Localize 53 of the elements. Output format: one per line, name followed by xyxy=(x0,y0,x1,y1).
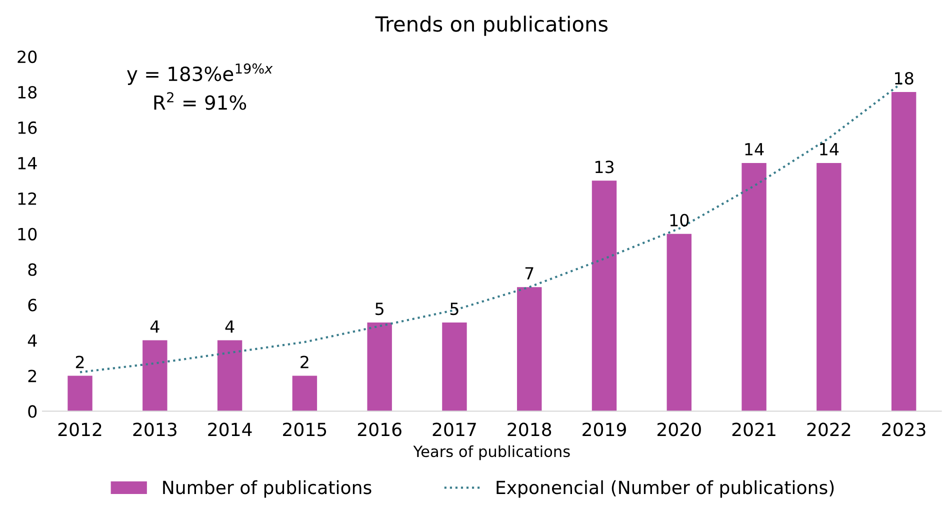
x-tick-label: 2012 xyxy=(58,422,102,436)
bar xyxy=(592,180,617,412)
bar xyxy=(442,322,467,412)
x-tick-label: 2021 xyxy=(732,422,776,436)
y-tick-label: 12 xyxy=(18,192,36,205)
x-tick-label: 2019 xyxy=(582,422,626,436)
y-tick-label: 10 xyxy=(18,228,37,240)
y-tick-label: 18 xyxy=(18,86,37,99)
bar xyxy=(367,322,392,412)
x-tick-label: 2017 xyxy=(432,422,476,436)
data-label: 10 xyxy=(670,214,689,226)
data-label: 7 xyxy=(525,267,534,280)
bar xyxy=(292,376,318,412)
data-label: 2 xyxy=(76,356,84,368)
data-label: 4 xyxy=(225,320,234,333)
y-tick-label: 8 xyxy=(28,263,37,276)
data-label: 14 xyxy=(745,143,764,156)
annotation: R$^{2}$ = 91% xyxy=(154,92,246,110)
x-tick-label: 2015 xyxy=(283,422,326,436)
bar xyxy=(666,234,692,412)
bar xyxy=(816,162,842,412)
data-label: 2 xyxy=(300,356,308,368)
x-tick-label: 2023 xyxy=(882,422,926,436)
bar xyxy=(68,376,92,412)
y-tick-label: 16 xyxy=(18,121,37,134)
annotation: y = 183%e$^{19%x}$ xyxy=(127,63,273,85)
data-label: 13 xyxy=(595,160,614,174)
bar xyxy=(891,92,916,412)
x-axis-title: Years of publications xyxy=(413,445,570,460)
chart-title: Trends on publications xyxy=(375,16,608,36)
x-tick-label: 2016 xyxy=(358,422,402,436)
y-tick-label: 2 xyxy=(28,370,36,382)
legend-label: Exponencial (Number of publications) xyxy=(496,480,834,498)
bar xyxy=(217,340,242,412)
y-tick-label: 14 xyxy=(18,157,37,170)
data-label: 14 xyxy=(820,143,839,156)
data-label: 5 xyxy=(450,302,458,316)
bar xyxy=(142,340,168,412)
x-tick-label: 2022 xyxy=(807,422,850,436)
data-label: 18 xyxy=(895,72,914,85)
legend-label: Number of publications xyxy=(163,480,372,498)
y-tick-label: 20 xyxy=(18,50,37,64)
data-label: 4 xyxy=(150,320,160,333)
y-tick-label: 0 xyxy=(28,405,37,418)
x-tick-label: 2014 xyxy=(208,422,252,436)
x-tick-label: 2018 xyxy=(508,422,552,436)
y-tick-label: 6 xyxy=(28,298,37,312)
x-tick-label: 2020 xyxy=(657,422,701,436)
bar xyxy=(742,162,766,412)
data-label: 5 xyxy=(376,302,384,316)
y-tick-label: 4 xyxy=(28,334,37,347)
x-tick-label: 2013 xyxy=(133,422,176,436)
bar xyxy=(517,287,542,412)
